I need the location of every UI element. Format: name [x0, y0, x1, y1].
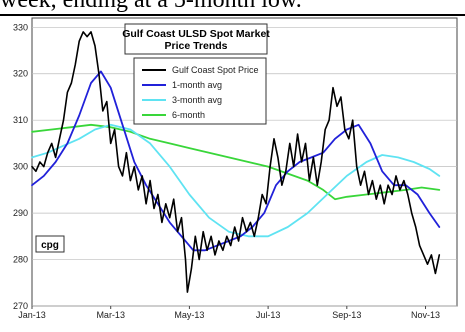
unit-box — [35, 235, 65, 253]
title-box — [124, 23, 268, 55]
series-line-0 — [31, 31, 441, 293]
chart-title: Gulf Coast ULSD Spot Market — [122, 28, 270, 40]
y-tick-label: 310 — [13, 115, 28, 125]
chart-subtitle: Price Trends — [164, 40, 227, 52]
x-tick-label: May-13 — [174, 310, 204, 320]
header-divider — [0, 14, 465, 16]
y-tick-label: 300 — [13, 162, 28, 172]
x-tick-label: Jul-13 — [256, 310, 281, 320]
x-tick-label: Jan-13 — [18, 310, 46, 320]
y-tick-label: 270 — [13, 301, 28, 311]
x-tick-label: Nov-13 — [411, 310, 440, 320]
chart-title-box: Gulf Coast ULSD Spot Market Price Trends — [122, 23, 270, 55]
unit-label-box: cpg — [35, 235, 65, 253]
legend-entry: Gulf Coast Spot Price — [172, 65, 259, 75]
article-text-fragment: week, ending at a 5-month low. — [0, 0, 302, 13]
series-line-2 — [31, 123, 441, 238]
legend-entry: 6-month — [172, 110, 205, 120]
y-tick-label: 290 — [13, 208, 28, 218]
legend: Gulf Coast Spot Price 1-month avg 3-month … — [133, 57, 267, 125]
x-tick-label: Sep-13 — [332, 310, 361, 320]
unit-label: cpg — [41, 240, 59, 251]
x-tick-label: Mar-13 — [96, 310, 125, 320]
x-axis: Jan-13 Mar-13 May-13 Jul-13 Sep-13 Nov-13 — [18, 306, 440, 320]
price-trend-chart: 270 280 290 300 310 320 330 Jan-13 Mar-13 May-13… — [0, 16, 465, 332]
legend-entry: 3-month avg — [172, 95, 222, 105]
y-axis: 270 280 290 300 310 320 330 — [13, 22, 28, 311]
legend-entry: 1-month avg — [172, 80, 222, 90]
y-tick-label: 280 — [13, 255, 28, 265]
y-tick-label: 330 — [13, 22, 28, 32]
series-layer — [31, 31, 441, 293]
y-tick-label: 320 — [13, 69, 28, 79]
